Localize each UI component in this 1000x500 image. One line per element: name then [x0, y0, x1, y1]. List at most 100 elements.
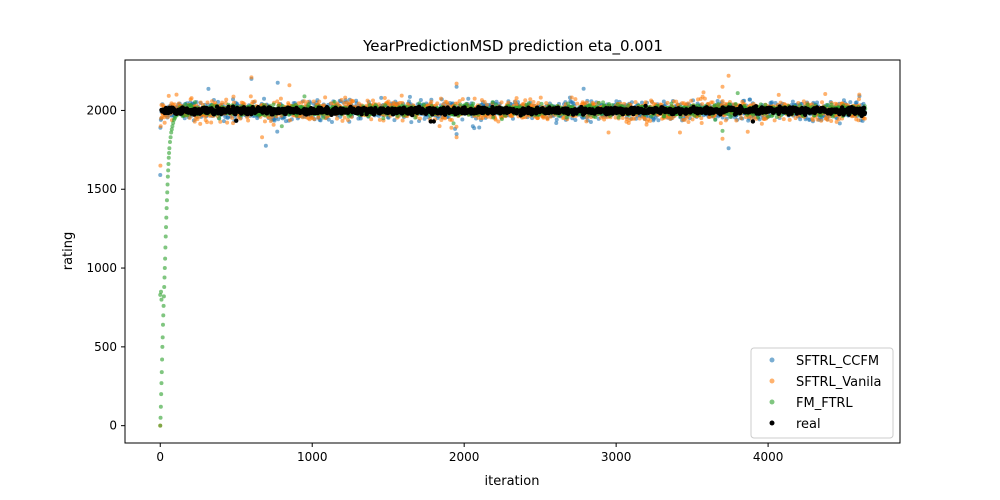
data-point: [648, 118, 653, 123]
data-point: [342, 115, 347, 120]
data-point: [205, 100, 210, 105]
data-point: [700, 102, 705, 107]
data-point: [282, 115, 287, 120]
data-point: [810, 118, 815, 122]
data-point: [733, 102, 738, 107]
data-point: [701, 90, 706, 95]
data-point: [613, 115, 618, 120]
data-point: [584, 119, 589, 124]
data-point: [160, 344, 165, 349]
data-point: [819, 118, 824, 123]
data-point: [602, 117, 607, 122]
data-point: [193, 100, 198, 105]
data-point: [271, 102, 276, 107]
data-point: [339, 97, 344, 102]
data-point: [642, 116, 647, 121]
data-point: [399, 93, 404, 98]
data-point: [457, 99, 462, 104]
data-point: [198, 121, 203, 126]
data-point: [632, 116, 637, 121]
data-point: [231, 94, 236, 99]
data-point: [454, 81, 459, 86]
data-point: [205, 120, 210, 125]
data-point: [713, 117, 718, 122]
data-point: [848, 100, 853, 105]
data-point: [499, 117, 504, 122]
data-point: [445, 102, 450, 107]
data-point: [278, 96, 283, 101]
data-point: [275, 129, 280, 134]
data-point: [168, 135, 173, 140]
data-point: [417, 116, 422, 121]
data-point: [601, 100, 606, 105]
data-point: [699, 116, 704, 121]
data-point: [161, 303, 166, 308]
data-point: [699, 120, 704, 125]
data-point: [702, 96, 707, 101]
data-point: [345, 117, 350, 122]
data-point: [262, 119, 267, 124]
data-point: [692, 113, 697, 118]
data-point: [379, 95, 384, 100]
data-point: [626, 103, 631, 108]
data-point: [383, 103, 388, 108]
data-point: [371, 98, 375, 103]
data-point: [221, 119, 226, 124]
data-point: [712, 103, 717, 108]
data-point: [656, 118, 661, 123]
data-point: [162, 275, 167, 280]
data-point: [466, 104, 471, 109]
data-point: [350, 99, 355, 104]
data-point: [823, 91, 828, 96]
data-point: [548, 114, 553, 119]
data-point: [472, 126, 477, 131]
data-point: [166, 155, 171, 160]
data-point: [246, 118, 251, 123]
data-point: [300, 115, 305, 120]
data-point: [288, 118, 293, 123]
data-point: [458, 102, 463, 107]
data-point: [248, 94, 253, 99]
data-point: [620, 116, 625, 121]
data-point: [170, 124, 175, 129]
data-point: [593, 115, 598, 120]
data-point: [854, 100, 859, 105]
data-point: [472, 96, 477, 101]
data-point: [857, 92, 862, 97]
data-point: [163, 234, 168, 239]
data-point: [167, 150, 172, 155]
data-point: [454, 132, 459, 137]
data-point: [662, 114, 667, 119]
data-point: [166, 168, 171, 173]
data-point: [160, 335, 165, 340]
data-point: [820, 100, 825, 105]
data-point: [633, 100, 638, 105]
data-point: [163, 256, 168, 261]
data-point: [815, 117, 820, 122]
data-point: [726, 73, 731, 78]
data-point: [726, 146, 731, 151]
data-point: [573, 117, 578, 122]
data-point: [302, 94, 307, 99]
data-point: [166, 93, 171, 98]
data-point: [218, 119, 223, 124]
data-point: [162, 284, 167, 289]
data-point: [302, 99, 307, 104]
data-point: [707, 114, 712, 119]
data-point: [164, 225, 169, 230]
data-point: [435, 101, 440, 106]
data-point: [187, 115, 192, 120]
data-point: [836, 117, 841, 122]
data-point: [217, 116, 222, 121]
data-point: [716, 102, 721, 107]
data-point: [528, 97, 533, 102]
data-point: [639, 100, 644, 105]
data-point: [189, 96, 194, 101]
data-point: [720, 84, 725, 89]
chart-title: YearPredictionMSD prediction eta_0.001: [362, 37, 663, 56]
data-point: [413, 115, 418, 120]
data-point: [263, 143, 268, 148]
data-point: [454, 124, 459, 129]
